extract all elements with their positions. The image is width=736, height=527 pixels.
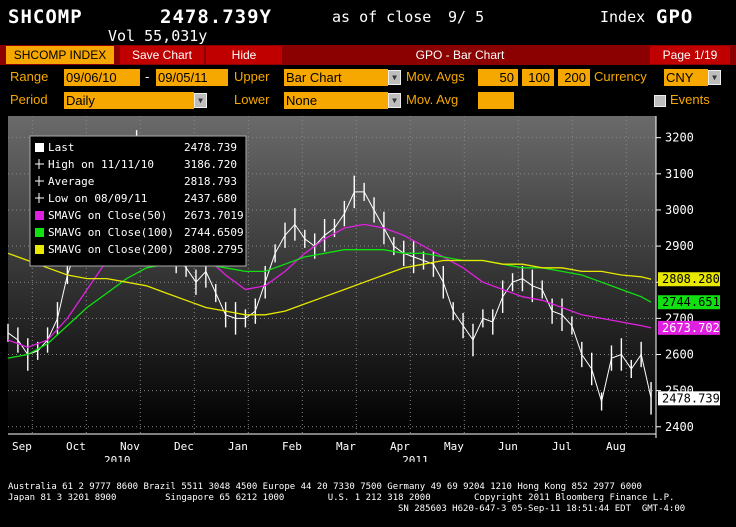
range-separator: -: [145, 69, 150, 84]
y-tick-label: 2400: [665, 420, 694, 434]
price-chart[interactable]: Sep Oct Nov Dec Jan Feb Mar Apr May Jun Jul Aug 2010…: [0, 112, 736, 462]
x-tick-label: Feb: [282, 440, 302, 453]
y-tick-label: 3100: [665, 167, 694, 181]
period-select[interactable]: Daily: [64, 92, 194, 109]
period-label: Period: [10, 92, 48, 107]
ticker: SHCOMP: [8, 6, 83, 28]
legend-label: Average: [48, 175, 94, 188]
x-tick-label: Jan: [228, 440, 248, 453]
mov-avgs-label: Mov. Avgs: [406, 69, 465, 84]
x-tick-label: Aug: [606, 440, 626, 453]
currency-select[interactable]: CNY: [664, 69, 708, 86]
x-tick-label: Mar: [336, 440, 356, 453]
x-tick-label: Nov: [120, 440, 140, 453]
value-flag: [658, 272, 720, 287]
mov-avg-field[interactable]: [478, 92, 514, 109]
x-year-label: 2011: [402, 454, 429, 462]
legend-value: 3186.720: [184, 158, 237, 171]
range-label: Range: [10, 69, 49, 84]
legend-label: Low on 08/09/11: [48, 192, 147, 205]
period-dropdown-icon[interactable]: ▼: [194, 93, 207, 108]
price: 2478.739Y: [160, 6, 272, 28]
as-of-label: as of close: [332, 8, 432, 26]
value-flag: [658, 320, 720, 335]
value-flag: [658, 295, 720, 310]
footer-contacts-2: Japan 81 3 3201 8900 Singapore 65 6212 1…: [8, 493, 675, 503]
legend-value: 2478.739: [184, 141, 237, 154]
legend-label: SMAVG on Close(50): [48, 209, 167, 222]
mov-avg-50-field[interactable]: 50: [478, 69, 518, 86]
hide-button[interactable]: Hide: [206, 46, 282, 64]
y-tick-label: 2900: [665, 239, 694, 253]
currency-label: Currency: [594, 69, 647, 84]
index-tab[interactable]: SHCOMP INDEX: [6, 46, 114, 64]
range-end-field[interactable]: 09/05/11: [156, 69, 228, 86]
upper-select[interactable]: Bar Chart: [284, 69, 388, 86]
lower-select[interactable]: None: [284, 92, 388, 109]
y-tick-label: 3000: [665, 203, 694, 217]
x-tick-label: Sep: [12, 440, 32, 453]
upper-dropdown-icon[interactable]: ▼: [388, 70, 401, 85]
value-flag-label: 2673.702: [662, 321, 720, 335]
x-tick-label: Apr: [390, 440, 410, 453]
events-label[interactable]: Events: [670, 92, 710, 107]
legend-value: 2673.7019: [184, 209, 244, 222]
legend-box: [29, 135, 247, 267]
value-flag-label: 2808.280: [662, 272, 720, 286]
x-tick-label: Jun: [498, 440, 518, 453]
mov-avg-100-field[interactable]: 100: [522, 69, 554, 86]
legend-label: High on 11/11/10: [48, 158, 154, 171]
legend-value: 2818.793: [184, 175, 237, 188]
save-chart-button[interactable]: Save Chart: [120, 46, 204, 64]
legend-label: Last: [48, 141, 75, 154]
legend-marker: [35, 143, 44, 152]
x-tick-label: Jul: [552, 440, 572, 453]
x-year-label: 2010: [104, 454, 131, 462]
legend-value: 2808.2795: [184, 243, 244, 256]
legend-value: 2744.6509: [184, 226, 244, 239]
legend-marker: [35, 228, 44, 237]
upper-label: Upper: [234, 69, 270, 84]
lower-label: Lower: [234, 92, 270, 107]
x-tick-label: Dec: [174, 440, 194, 453]
volume: Vol 55,031y: [108, 27, 208, 45]
legend-value: 2437.680: [184, 192, 237, 205]
index-code: GPO: [656, 6, 694, 28]
moving-average-line: [7, 249, 652, 359]
x-tick-label: May: [444, 440, 464, 453]
value-flag-label: 2744.651: [662, 295, 720, 309]
footer-contacts: Australia 61 2 9777 8600 Brazil 5511 304…: [8, 482, 642, 492]
as-of-date: 9/ 5: [448, 8, 485, 26]
legend-marker: [35, 211, 44, 220]
range-start-field[interactable]: 09/06/10: [64, 69, 140, 86]
currency-dropdown-icon[interactable]: ▼: [708, 70, 721, 85]
events-checkbox[interactable]: [654, 95, 666, 107]
lower-dropdown-icon[interactable]: ▼: [388, 93, 401, 108]
value-flag-label: 2478.739: [662, 391, 720, 405]
legend-marker: [35, 245, 44, 254]
mov-avg-label: Mov. Avg: [406, 92, 459, 107]
y-tick-label: 3200: [665, 131, 694, 145]
index-label: Index: [600, 8, 646, 26]
mov-avg-200-field[interactable]: 200: [558, 69, 590, 86]
legend-label: SMAVG on Close(200): [48, 243, 174, 256]
page-indicator[interactable]: Page 1/19: [650, 46, 730, 64]
chart-title: GPO - Bar Chart: [415, 48, 505, 62]
value-flag: [658, 391, 720, 406]
y-tick-label: 2600: [665, 348, 694, 362]
legend-label: SMAVG on Close(100): [48, 226, 174, 239]
x-tick-label: Oct: [66, 440, 86, 453]
footer-session: SN 285603 H620-647-3 05-Sep-11 18:51:44 …: [398, 504, 686, 514]
moving-average-line: [7, 252, 652, 316]
